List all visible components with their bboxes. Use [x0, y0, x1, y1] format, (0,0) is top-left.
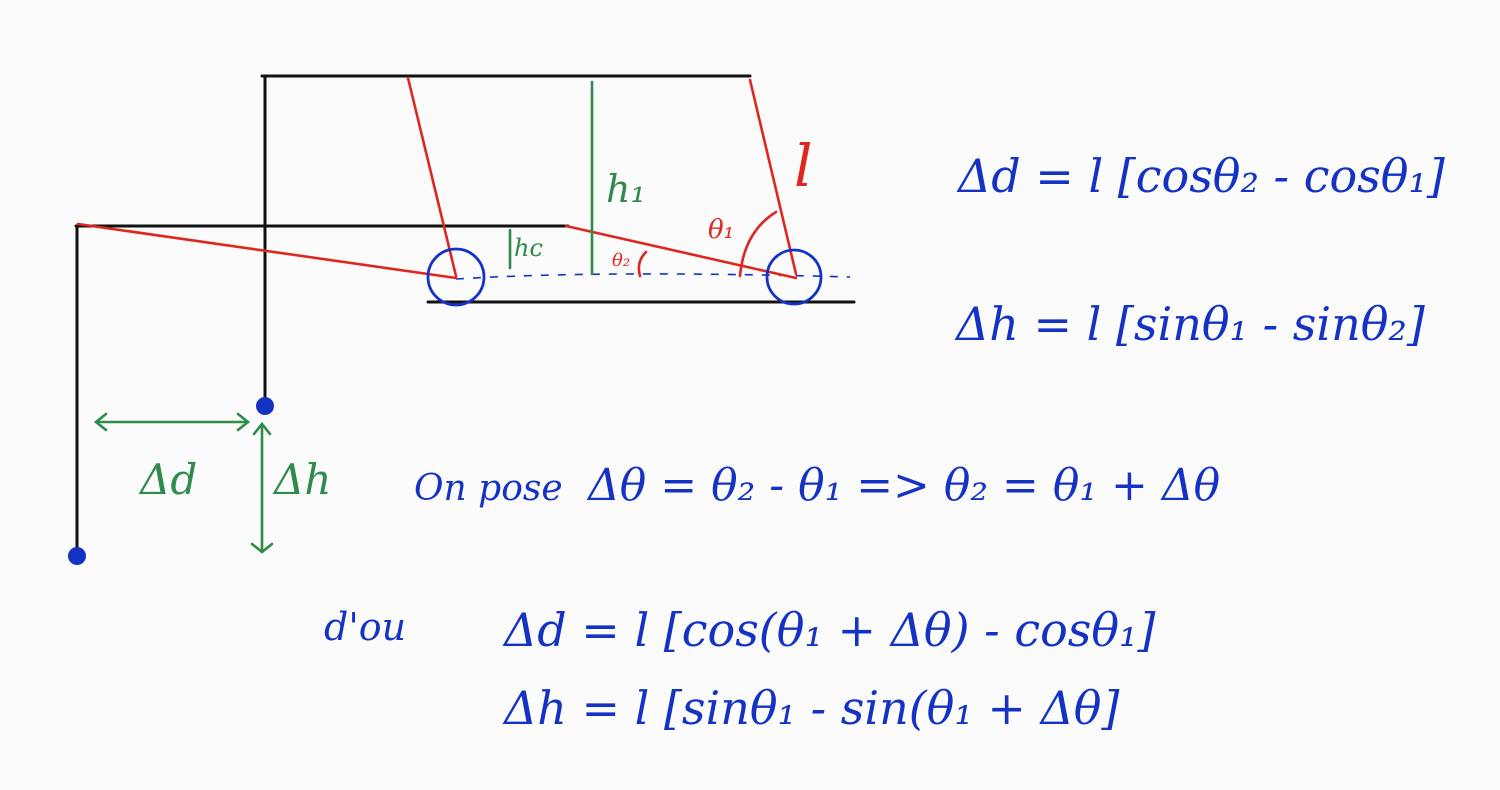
upper-frame [260, 74, 752, 402]
lower-endpoint-dot [68, 547, 86, 565]
left-wheel [426, 247, 486, 307]
theta1-arc [738, 210, 778, 278]
label-theta1: θ₁ [708, 215, 734, 245]
label-hc: hᴄ [514, 234, 543, 262]
equation-delta-h-expanded: Δh = l [sinθ₁ - sin(θ₁ + Δθ] [502, 681, 1120, 735]
link-lower-long [76, 222, 458, 280]
lower-frame [74, 224, 570, 554]
equation-delta-d-expanded: Δd = l [cos(θ₁ + Δθ) - cosθ₁] [502, 603, 1156, 657]
height-markers [508, 80, 594, 276]
label-theta2: θ₂ [612, 250, 630, 271]
label-h1: h₁ [606, 167, 646, 211]
label-delta-h: Δh [272, 455, 331, 504]
equation-prefix-dou: d'ou [324, 605, 406, 649]
wheels [426, 247, 823, 307]
right-wheel [765, 248, 823, 306]
equation-delta-theta: Δθ = θ₂ - θ₁ => θ₂ = θ₁ + Δθ [586, 460, 1220, 511]
label-l: l [794, 132, 813, 200]
red-links [76, 76, 798, 280]
link-lower-right [564, 224, 798, 280]
delta-d-arrow [93, 412, 251, 432]
link-right-upper [748, 78, 798, 276]
upper-endpoint-dot [256, 397, 274, 415]
equation-delta-d: Δd = l [cosθ₂ - cosθ₁] [956, 149, 1445, 203]
delta-h-arrow [250, 421, 274, 554]
equation-prefix-on-pose: On pose [414, 468, 563, 509]
theta2-arc [637, 250, 648, 278]
link-left-upper [406, 76, 458, 278]
label-delta-d: Δd [138, 455, 197, 504]
equation-delta-h: Δh = l [sinθ₁ - sinθ₂] [954, 297, 1425, 351]
